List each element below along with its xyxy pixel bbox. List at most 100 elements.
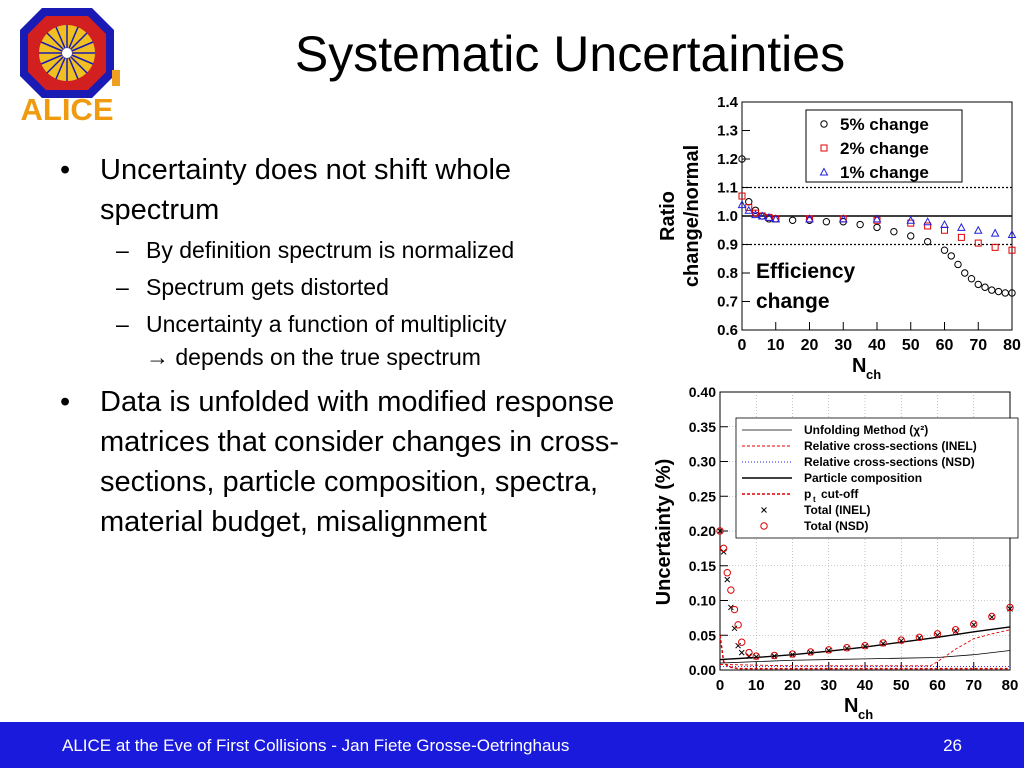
x-tick-label: 50: [893, 677, 910, 694]
series-0: [719, 650, 1011, 664]
legend-label: Relative cross-sections (NSD): [804, 455, 975, 469]
data-point: [724, 576, 731, 583]
data-point: [924, 222, 932, 230]
data-point: [1007, 229, 1017, 239]
y-tick-label: 1.0: [717, 208, 738, 225]
y-tick-label: 1.1: [717, 180, 738, 197]
data-point: [933, 630, 942, 638]
sub-bullet-2: Spectrum gets distorted: [58, 271, 638, 304]
x-tick-label: 50: [902, 337, 920, 354]
data-point: [940, 219, 949, 229]
x-tick-label: 30: [834, 337, 852, 354]
x-tick-label: 70: [965, 677, 982, 694]
data-point: [879, 639, 887, 647]
legend-marker: [820, 144, 828, 152]
uncertainty-plot: 0.00 0.05 0.10 0.15 0.20 0.25 0.30 0.35 0.40 0 10 2…: [640, 382, 1024, 722]
legend-label: Relative cross-sections (INEL): [804, 439, 977, 453]
series-1: [719, 629, 1011, 667]
data-point: [994, 287, 1003, 296]
data-point: [970, 620, 978, 628]
data-point: [738, 192, 746, 200]
sub-bullet-3-line-2: → depends on the true spectrum: [146, 344, 481, 370]
data-point: [745, 648, 753, 657]
data-point: [770, 651, 779, 660]
y-axis-label: Uncertainty (%): [653, 459, 675, 606]
data-point: [838, 214, 848, 223]
legend-marker: [760, 522, 768, 530]
legend-marker: [761, 507, 767, 513]
legend-box: [805, 109, 963, 183]
y-axis-label-line-2: change/normal: [681, 145, 703, 287]
data-point: [973, 225, 983, 234]
bullet-list: Uncertainty does not shift whole spectru…: [58, 150, 638, 546]
y-tick-label: 0.10: [689, 593, 716, 609]
data-point: [872, 214, 882, 223]
legend-label: Particle composition: [804, 471, 922, 485]
x-tick-label: 40: [857, 677, 874, 694]
data-point: [974, 280, 982, 289]
x-tick-label: 0: [716, 677, 724, 694]
data-point: [717, 528, 723, 534]
series-2: [737, 200, 1017, 239]
legend-label: 1% change: [840, 163, 929, 182]
data-point: [1008, 246, 1016, 254]
data-point: [991, 243, 999, 251]
legend-marker: [820, 120, 828, 128]
data-point: [990, 228, 1000, 237]
annotation-line-2: change: [756, 290, 830, 313]
data-point: [805, 214, 814, 223]
data-point: [771, 214, 781, 223]
y-tick-label: 1.2: [717, 151, 738, 168]
data-point: [744, 205, 754, 214]
x-tick-label: 80: [1003, 337, 1021, 354]
legend-label: 5% change: [840, 115, 929, 134]
data-point: [738, 649, 745, 656]
alice-logo: ALICE: [4, 4, 130, 127]
data-point: [738, 155, 746, 163]
data-point: [923, 217, 932, 226]
x-tick-label: 70: [969, 337, 987, 354]
data-point: [738, 638, 746, 646]
efficiency-ratio-plot: 0.6 0.7 0.8 0.9 1.0 1.1 1.2 1.3 1.4 0 10 20 30 40 50 60…: [640, 92, 1024, 382]
legend-label: Total (INEL): [804, 503, 870, 517]
sub-bullet-3-line-1: Uncertainty a function of multiplicity: [146, 311, 507, 337]
data-point: [961, 269, 969, 277]
x-tick-label: 80: [1002, 677, 1019, 694]
y-tick-label: 0.05: [689, 627, 716, 643]
y-tick-label: 0.7: [717, 294, 738, 311]
legend-label-part: cut-off: [821, 487, 859, 501]
legend-marker: [819, 167, 829, 176]
y-tick-label: 0.8: [717, 265, 738, 282]
data-point: [1008, 289, 1016, 297]
footer-bar: ALICE at the Eve of First Collisions - J…: [0, 722, 1024, 768]
series-5: [717, 528, 1013, 660]
y-tick-label: 0.35: [689, 419, 716, 435]
series-6: [716, 527, 1014, 660]
series-line: [719, 629, 1011, 667]
data-point: [727, 586, 735, 594]
data-point: [923, 237, 932, 246]
data-point: [734, 621, 742, 629]
sub-bullet-3: Uncertainty a function of multiplicity →…: [58, 308, 638, 374]
bullet-1: Uncertainty does not shift whole spectru…: [58, 150, 638, 230]
data-point: [856, 220, 864, 229]
data-point: [806, 648, 815, 656]
x-tick-label: 10: [748, 677, 765, 694]
data-point: [764, 212, 774, 221]
data-point: [731, 625, 738, 632]
data-point: [957, 233, 965, 241]
y-tick-label: 1.4: [717, 94, 739, 111]
footer-text: ALICE at the Eve of First Collisions - J…: [62, 736, 570, 755]
data-point: [957, 222, 966, 231]
data-point: [735, 642, 741, 649]
y-tick-label: 0.00: [689, 662, 716, 678]
logo-text: ALICE: [21, 92, 114, 122]
x-axis-label-sub: ch: [858, 707, 873, 722]
data-point: [843, 644, 851, 652]
data-point: [1006, 603, 1014, 612]
data-point: [954, 260, 962, 269]
x-tick-label: 10: [767, 337, 785, 354]
data-point: [861, 641, 869, 650]
y-tick-label: 0.6: [717, 322, 738, 339]
data-point: [873, 223, 881, 232]
